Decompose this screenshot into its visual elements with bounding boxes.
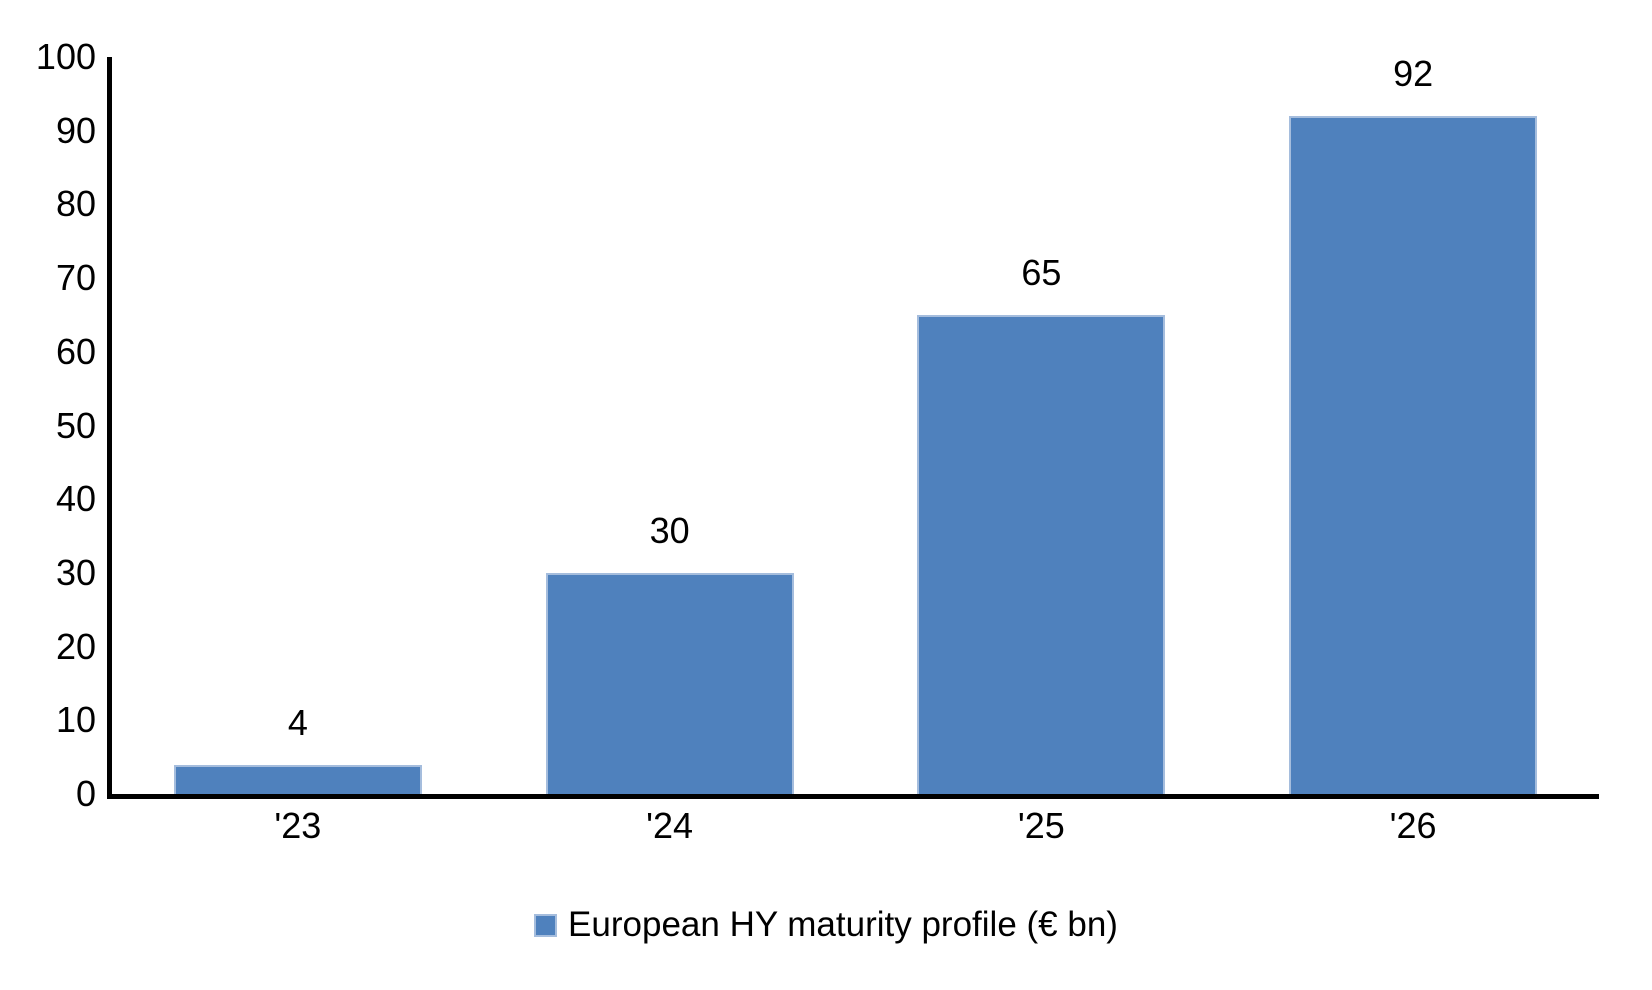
y-axis-line xyxy=(107,57,112,799)
bar xyxy=(173,764,422,794)
legend: European HY maturity profile (€ bn) xyxy=(0,903,1652,947)
bar xyxy=(1289,115,1538,794)
y-tick-label: 40 xyxy=(55,478,96,520)
bar xyxy=(917,314,1166,794)
y-tick-label: 80 xyxy=(55,183,96,225)
y-tick-label: 10 xyxy=(55,699,96,741)
legend-label: European HY maturity profile (€ bn) xyxy=(568,905,1118,944)
bar xyxy=(545,572,794,794)
x-tick-label: '24 xyxy=(646,805,694,846)
y-tick-label: 30 xyxy=(55,551,96,593)
legend-swatch-icon xyxy=(534,913,558,937)
bar-value-label: 4 xyxy=(287,701,308,743)
y-tick-label: 90 xyxy=(55,109,96,151)
y-tick-label: 20 xyxy=(55,625,96,667)
x-tick-label: '23 xyxy=(274,805,322,846)
y-tick-label: 50 xyxy=(55,404,96,446)
bar-value-label: 92 xyxy=(1393,52,1434,94)
bar-value-label: 65 xyxy=(1021,251,1062,293)
y-tick-label: 70 xyxy=(55,257,96,299)
y-tick-label: 100 xyxy=(35,36,96,77)
x-tick-label: '25 xyxy=(1017,805,1065,846)
x-axis-line xyxy=(107,794,1599,799)
bar-value-label: 30 xyxy=(649,509,690,551)
y-tick-label: 60 xyxy=(55,330,96,372)
x-tick-label: '26 xyxy=(1389,805,1437,846)
y-tick-label: 0 xyxy=(75,773,96,814)
